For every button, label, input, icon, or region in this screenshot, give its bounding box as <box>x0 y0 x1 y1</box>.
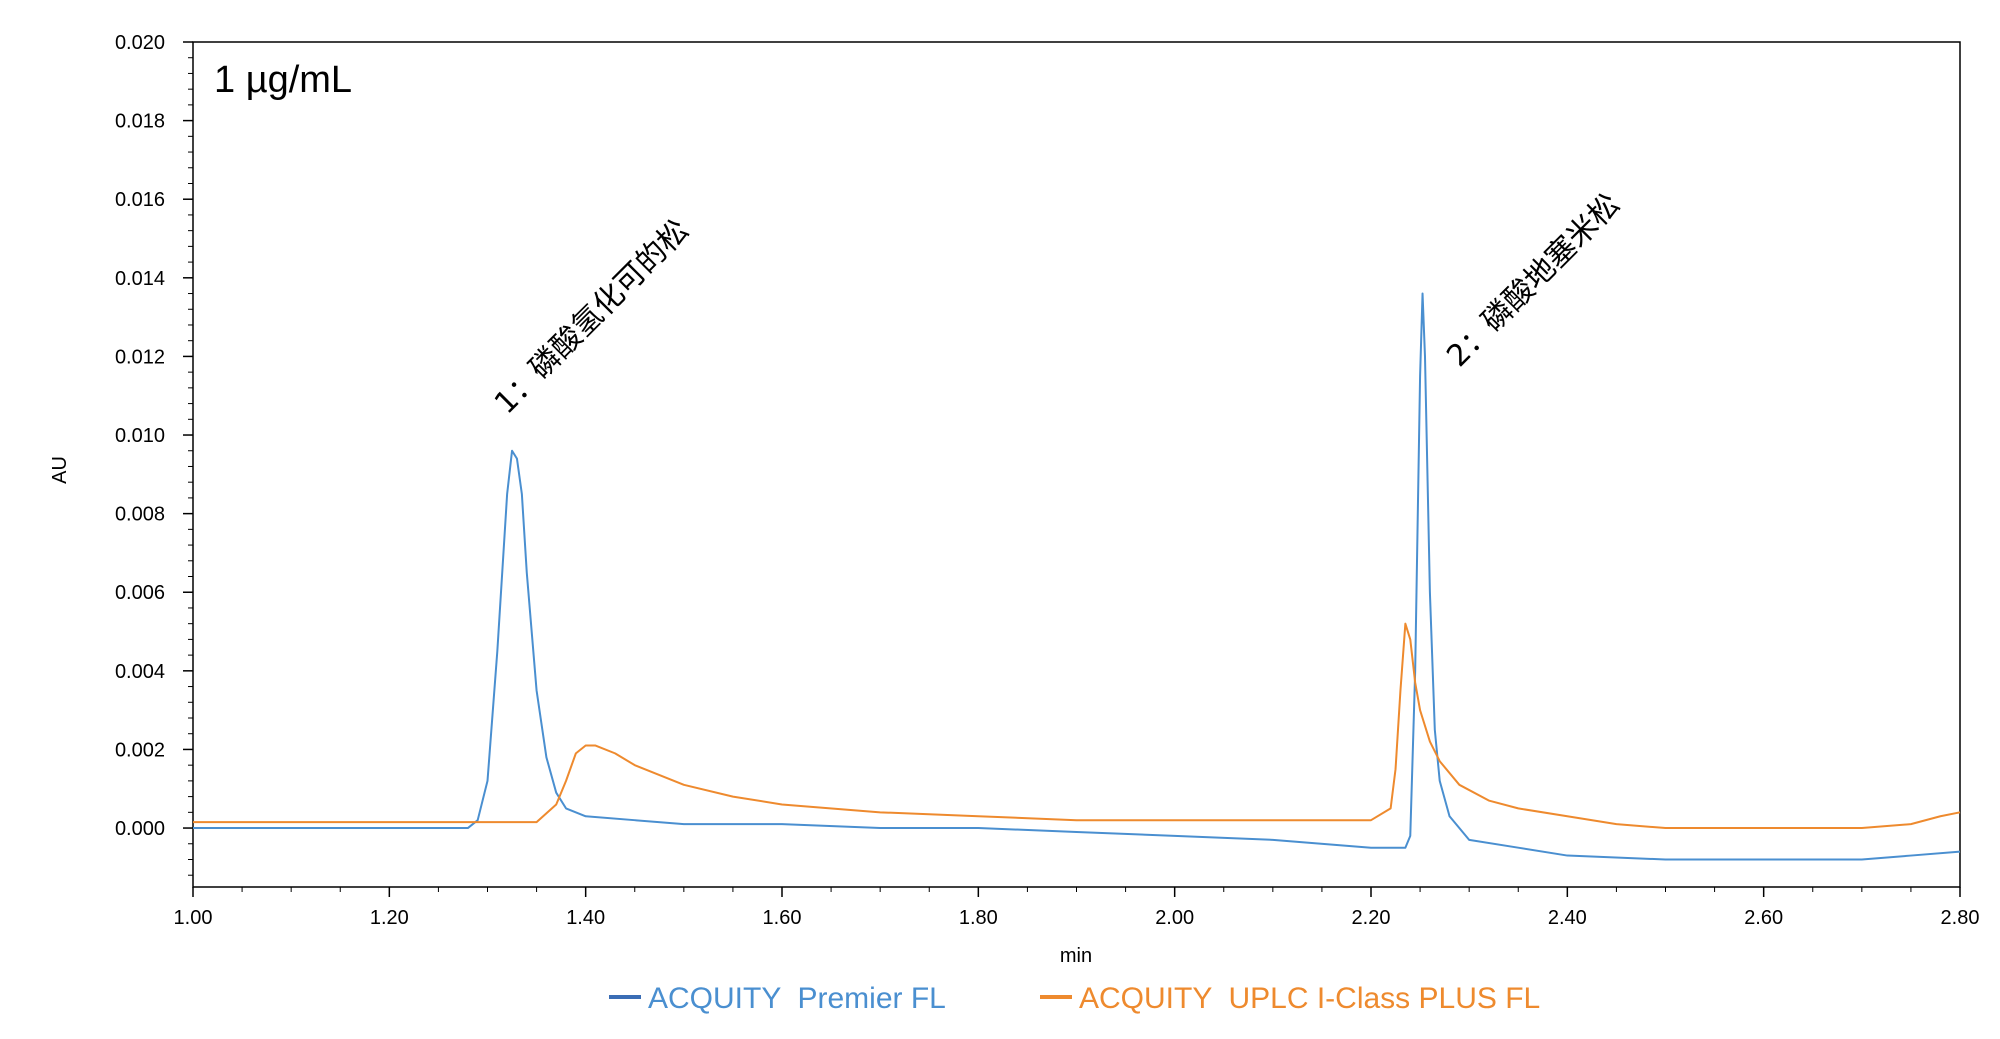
x-tick-label: 1.80 <box>959 907 998 929</box>
peak-annotation-1: 1：磷酸氢化可的松 <box>488 213 696 421</box>
x-tick-label: 2.00 <box>1155 907 1194 929</box>
y-tick-label: 0.014 <box>115 268 165 290</box>
y-tick-label: 0.020 <box>115 32 165 54</box>
x-tick-label: 2.80 <box>1941 907 1980 929</box>
y-tick-label: 0.008 <box>115 504 165 526</box>
y-tick-label: 0.018 <box>115 111 165 133</box>
x-axis-label: min <box>1060 945 1092 967</box>
y-tick-label: 0.000 <box>115 818 165 840</box>
x-tick-label: 1.00 <box>174 907 213 929</box>
y-tick-label: 0.016 <box>115 189 165 211</box>
y-tick-label: 0.002 <box>115 739 165 761</box>
y-tick-label: 0.004 <box>115 661 165 683</box>
series-line-iclass <box>193 622 1961 830</box>
peak-annotation-2: 2：磷酸地塞米松 <box>1440 187 1627 374</box>
y-axis-label: AU <box>49 456 71 484</box>
x-tick-label: 1.60 <box>763 907 802 929</box>
concentration-label: 1 µg/mL <box>214 59 352 101</box>
x-tick-label: 2.40 <box>1548 907 1587 929</box>
x-tick-label: 2.20 <box>1352 907 1391 929</box>
series-layer <box>193 292 1961 861</box>
y-tick-label: 0.012 <box>115 346 165 368</box>
y-tick-label: 0.010 <box>115 425 165 447</box>
series-line-premier <box>193 292 1961 861</box>
x-tick-label: 1.40 <box>566 907 605 929</box>
legend: ACQUITY Premier FL ACQUITY UPLC I-Class … <box>609 982 1540 1015</box>
x-tick-label: 1.20 <box>370 907 409 929</box>
plot-frame <box>192 41 1961 888</box>
y-axis-ticks: 0.000 0.002 0.004 0.006 0.008 0.010 0.012 0.014… <box>115 32 193 876</box>
x-axis-ticks: 1.00 1.20 1.40 1.60 1.80 2.00 2.20 2.40 2.60 2.80 <box>174 887 1980 929</box>
legend-label-iclass: ACQUITY UPLC I-Class PLUS FL <box>1079 982 1540 1015</box>
x-tick-label: 2.60 <box>1744 907 1783 929</box>
legend-label-premier: ACQUITY Premier FL <box>648 982 946 1015</box>
y-tick-label: 0.006 <box>115 582 165 604</box>
